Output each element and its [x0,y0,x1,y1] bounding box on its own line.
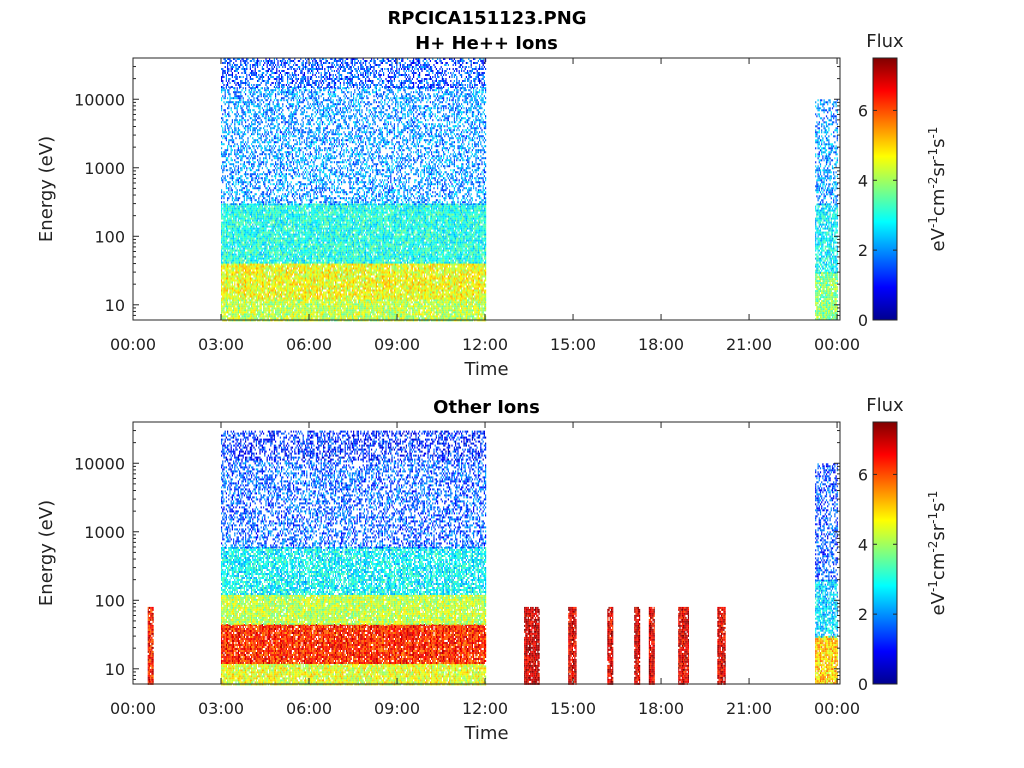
colorbar-title: Flux [866,31,904,52]
colorbar-tick-label: 2 [858,605,868,624]
colorbar-tick-label: 0 [858,675,868,694]
x-tick-label: 12:00 [462,699,508,718]
colorbar-tick-label: 4 [858,535,868,554]
x-tick-label: 06:00 [286,699,332,718]
x-tick-label: 15:00 [550,335,596,354]
x-tick-label: 00:00 [110,335,156,354]
y-axis-label: Energy (eV) [36,500,57,606]
y-tick-label: 10000 [74,454,125,473]
data-block-8 [717,607,725,685]
colorbar-gradient [873,58,897,320]
x-tick-label: 21:00 [726,699,772,718]
x-tick-label: 00:00 [814,335,860,354]
figure-title: RPCICA151123.PNG [387,8,586,29]
x-tick-label: 09:00 [374,335,420,354]
y-tick-label: 1000 [84,159,125,178]
y-tick-label: 10 [105,660,125,679]
y-tick-label: 10 [105,296,125,315]
y-tick-label: 10000 [74,90,125,109]
colorbar-tick-label: 0 [858,311,868,330]
x-tick-label: 12:00 [462,335,508,354]
colorbar-unit-label: eV-1cm-2sr-1s-1 [926,491,949,616]
panel-other-ions: Other Ions 00:00 03:00 06:00 09:00 12:00 15:00… [36,395,949,744]
y-tick-label: 100 [94,591,125,610]
x-axis-label: Time [463,359,508,380]
colorbar: 0 2 4 6 Flux eV-1cm-2sr-1s-1 [858,31,949,330]
colorbar-title: Flux [866,395,904,416]
y-tick-label: 100 [94,227,125,246]
x-tick-label: 06:00 [286,335,332,354]
x-tick-label: 21:00 [726,335,772,354]
x-tick-label: 18:00 [638,335,684,354]
y-tick-label: 1000 [84,523,125,542]
x-tick-label: 03:00 [198,699,244,718]
panel-title: Other Ions [433,397,540,418]
x-axis-label: Time [463,723,508,744]
y-axis-label: Energy (eV) [36,136,57,242]
panel-h-he-ions: H+ He++ Ions 00:00 03:00 06:00 09:00 12:00 15:… [36,31,949,380]
colorbar-tick-label: 2 [858,241,868,260]
panel-title: H+ He++ Ions [415,33,558,54]
x-tick-label: 03:00 [198,335,244,354]
x-tick-label: 00:00 [814,699,860,718]
colorbar: 0 2 4 6 Flux eV-1cm-2sr-1s-1 [858,395,949,694]
colorbar-tick-label: 4 [858,171,868,190]
x-tick-label: 00:00 [110,699,156,718]
colorbar-gradient [873,422,897,684]
colorbar-tick-label: 6 [858,101,868,120]
x-tick-label: 15:00 [550,699,596,718]
x-tick-label: 18:00 [638,699,684,718]
colorbar-tick-label: 6 [858,465,868,484]
colorbar-unit-label: eV-1cm-2sr-1s-1 [926,127,949,252]
x-tick-label: 09:00 [374,699,420,718]
